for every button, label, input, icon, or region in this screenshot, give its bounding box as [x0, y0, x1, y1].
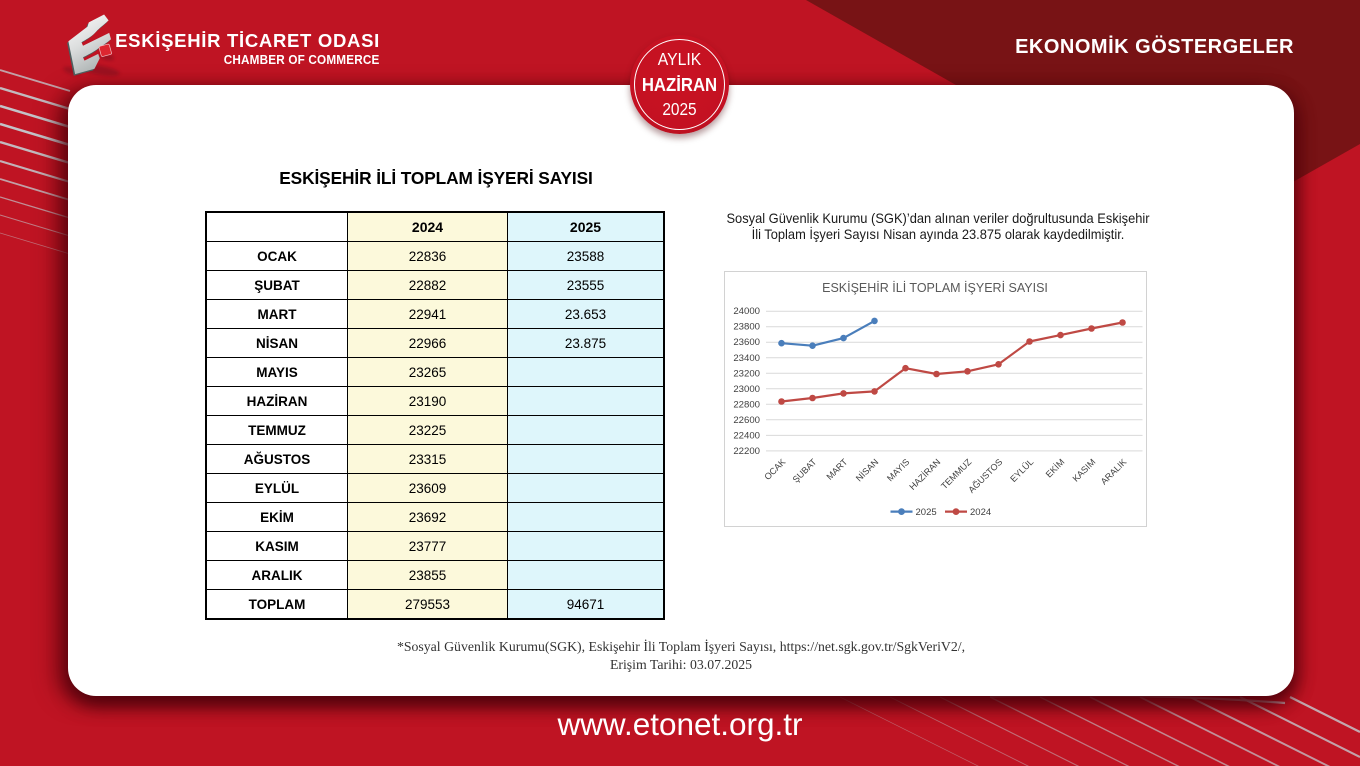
svg-text:24000: 24000 [733, 306, 760, 317]
svg-text:22400: 22400 [733, 430, 760, 441]
svg-text:23400: 23400 [733, 353, 760, 364]
svg-text:23000: 23000 [733, 384, 760, 395]
svg-text:23200: 23200 [733, 368, 760, 379]
svg-text:22200: 22200 [733, 446, 760, 457]
svg-text:23800: 23800 [733, 322, 760, 333]
svg-text:2024: 2024 [970, 507, 991, 518]
svg-text:22600: 22600 [733, 415, 760, 426]
svg-text:23600: 23600 [733, 337, 760, 348]
svg-text:22800: 22800 [733, 399, 760, 410]
svg-text:2025: 2025 [916, 507, 937, 518]
svg-text:ESKİŞEHİR İLİ TOPLAM İŞYERİ SA: ESKİŞEHİR İLİ TOPLAM İŞYERİ SAYISI [822, 281, 1048, 295]
